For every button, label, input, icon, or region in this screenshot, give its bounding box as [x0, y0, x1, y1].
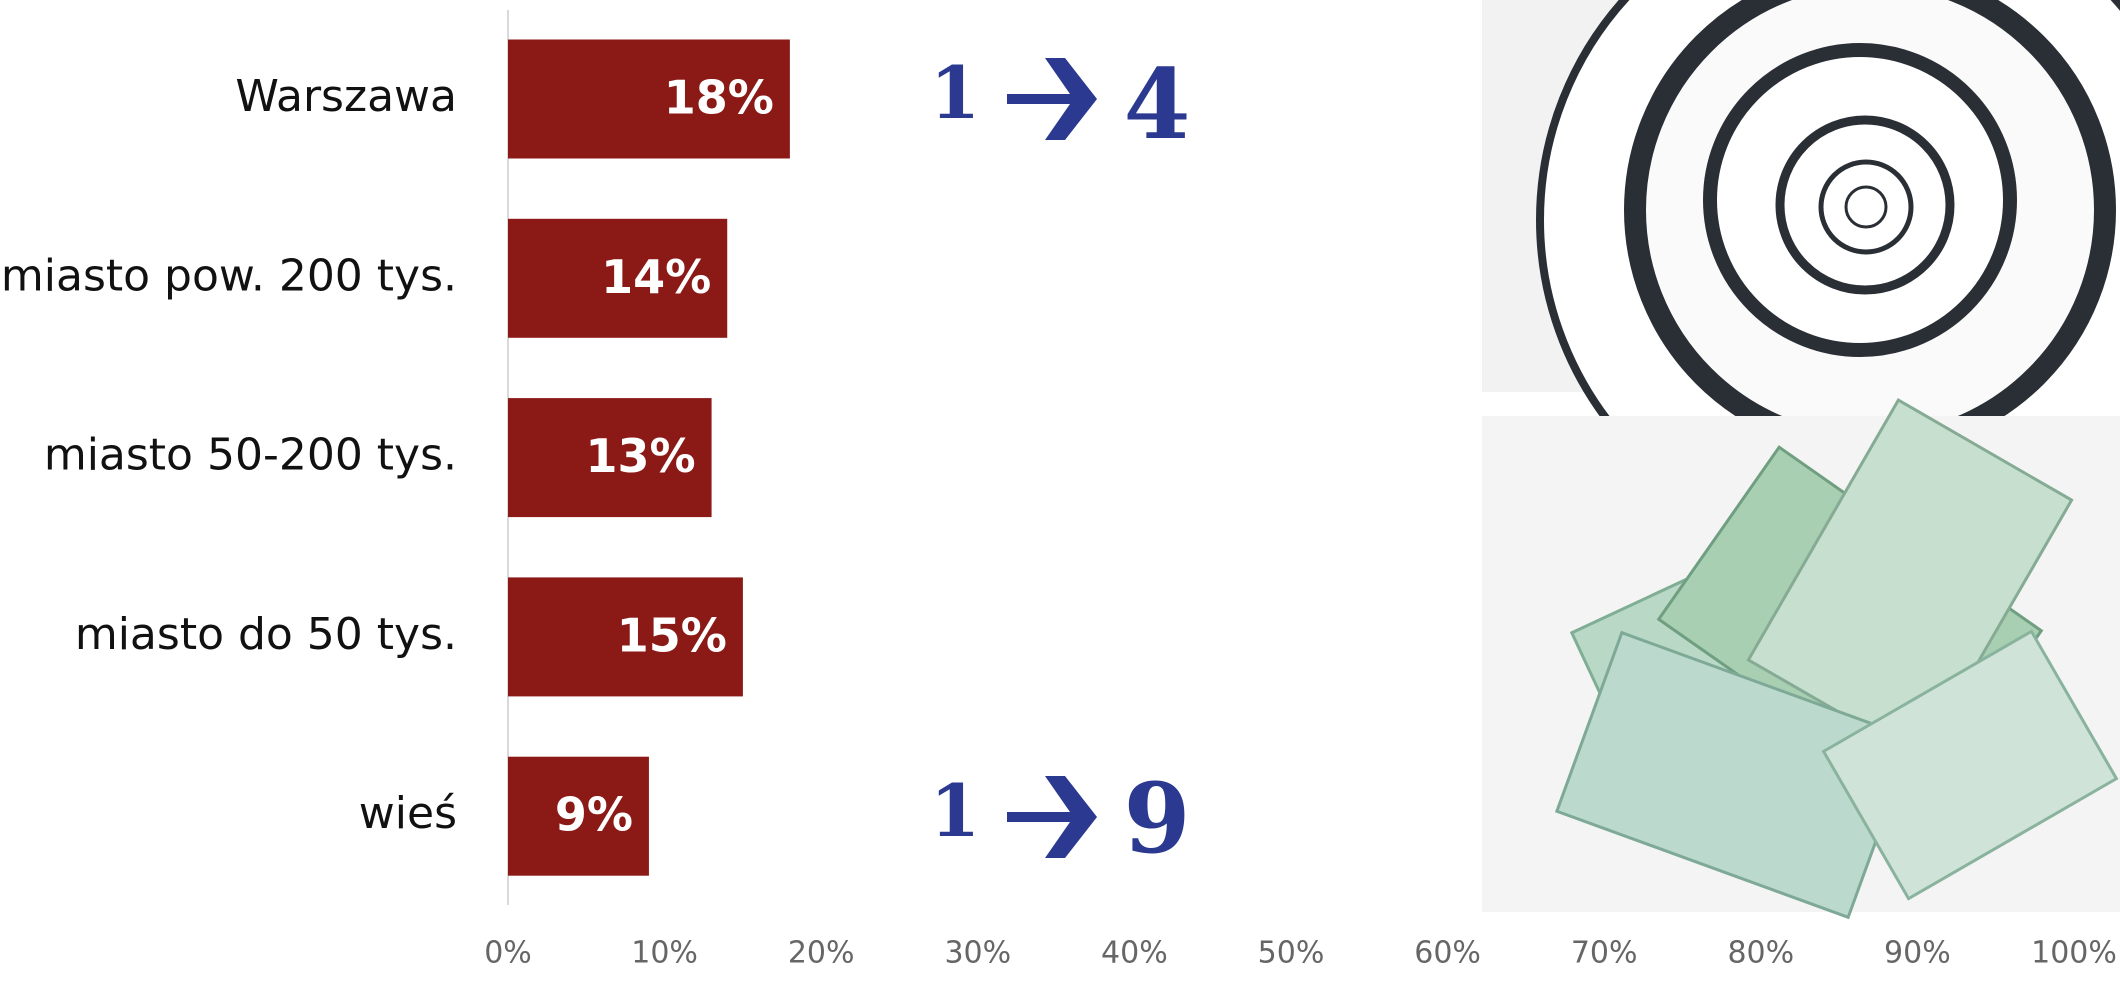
x-tick-label: 80% [1727, 936, 1794, 971]
annotation-to: 4 [1124, 48, 1191, 161]
bar [508, 218, 728, 338]
x-tick-label: 0% [484, 936, 532, 971]
annotation-to: 9 [1124, 762, 1191, 875]
value-label: 13% [585, 429, 695, 483]
category-label: Warszawa [235, 71, 457, 122]
x-tick-label: 70% [1571, 936, 1638, 971]
clock-photo [1482, 0, 2120, 554]
bar [508, 577, 743, 697]
bar [508, 39, 790, 159]
annotation-from: 1 [930, 768, 980, 853]
x-tick-label: 30% [944, 936, 1011, 971]
value-label: 18% [664, 71, 774, 125]
x-tick-label: 10% [631, 936, 698, 971]
arrow-icon [1007, 58, 1097, 858]
x-tick-label: 100% [2031, 936, 2117, 971]
annotation-from: 1 [930, 50, 980, 135]
value-label: 14% [601, 250, 711, 304]
value-label: 15% [617, 608, 727, 662]
category-label: wieś [359, 788, 457, 839]
bar [508, 756, 649, 876]
money-photo [1482, 398, 2120, 920]
x-tick-label: 50% [1258, 936, 1325, 971]
x-tick-label: 20% [788, 936, 855, 971]
value-label: 9% [555, 788, 633, 842]
bar [508, 398, 712, 518]
category-label: miasto 50-200 tys. [44, 430, 457, 481]
x-tick-label: 90% [1884, 936, 1951, 971]
category-label: miasto do 50 tys. [75, 609, 457, 660]
x-tick-label: 60% [1414, 936, 1481, 971]
category-label: miasto pow. 200 tys. [1, 250, 457, 301]
x-tick-label: 40% [1101, 936, 1168, 971]
